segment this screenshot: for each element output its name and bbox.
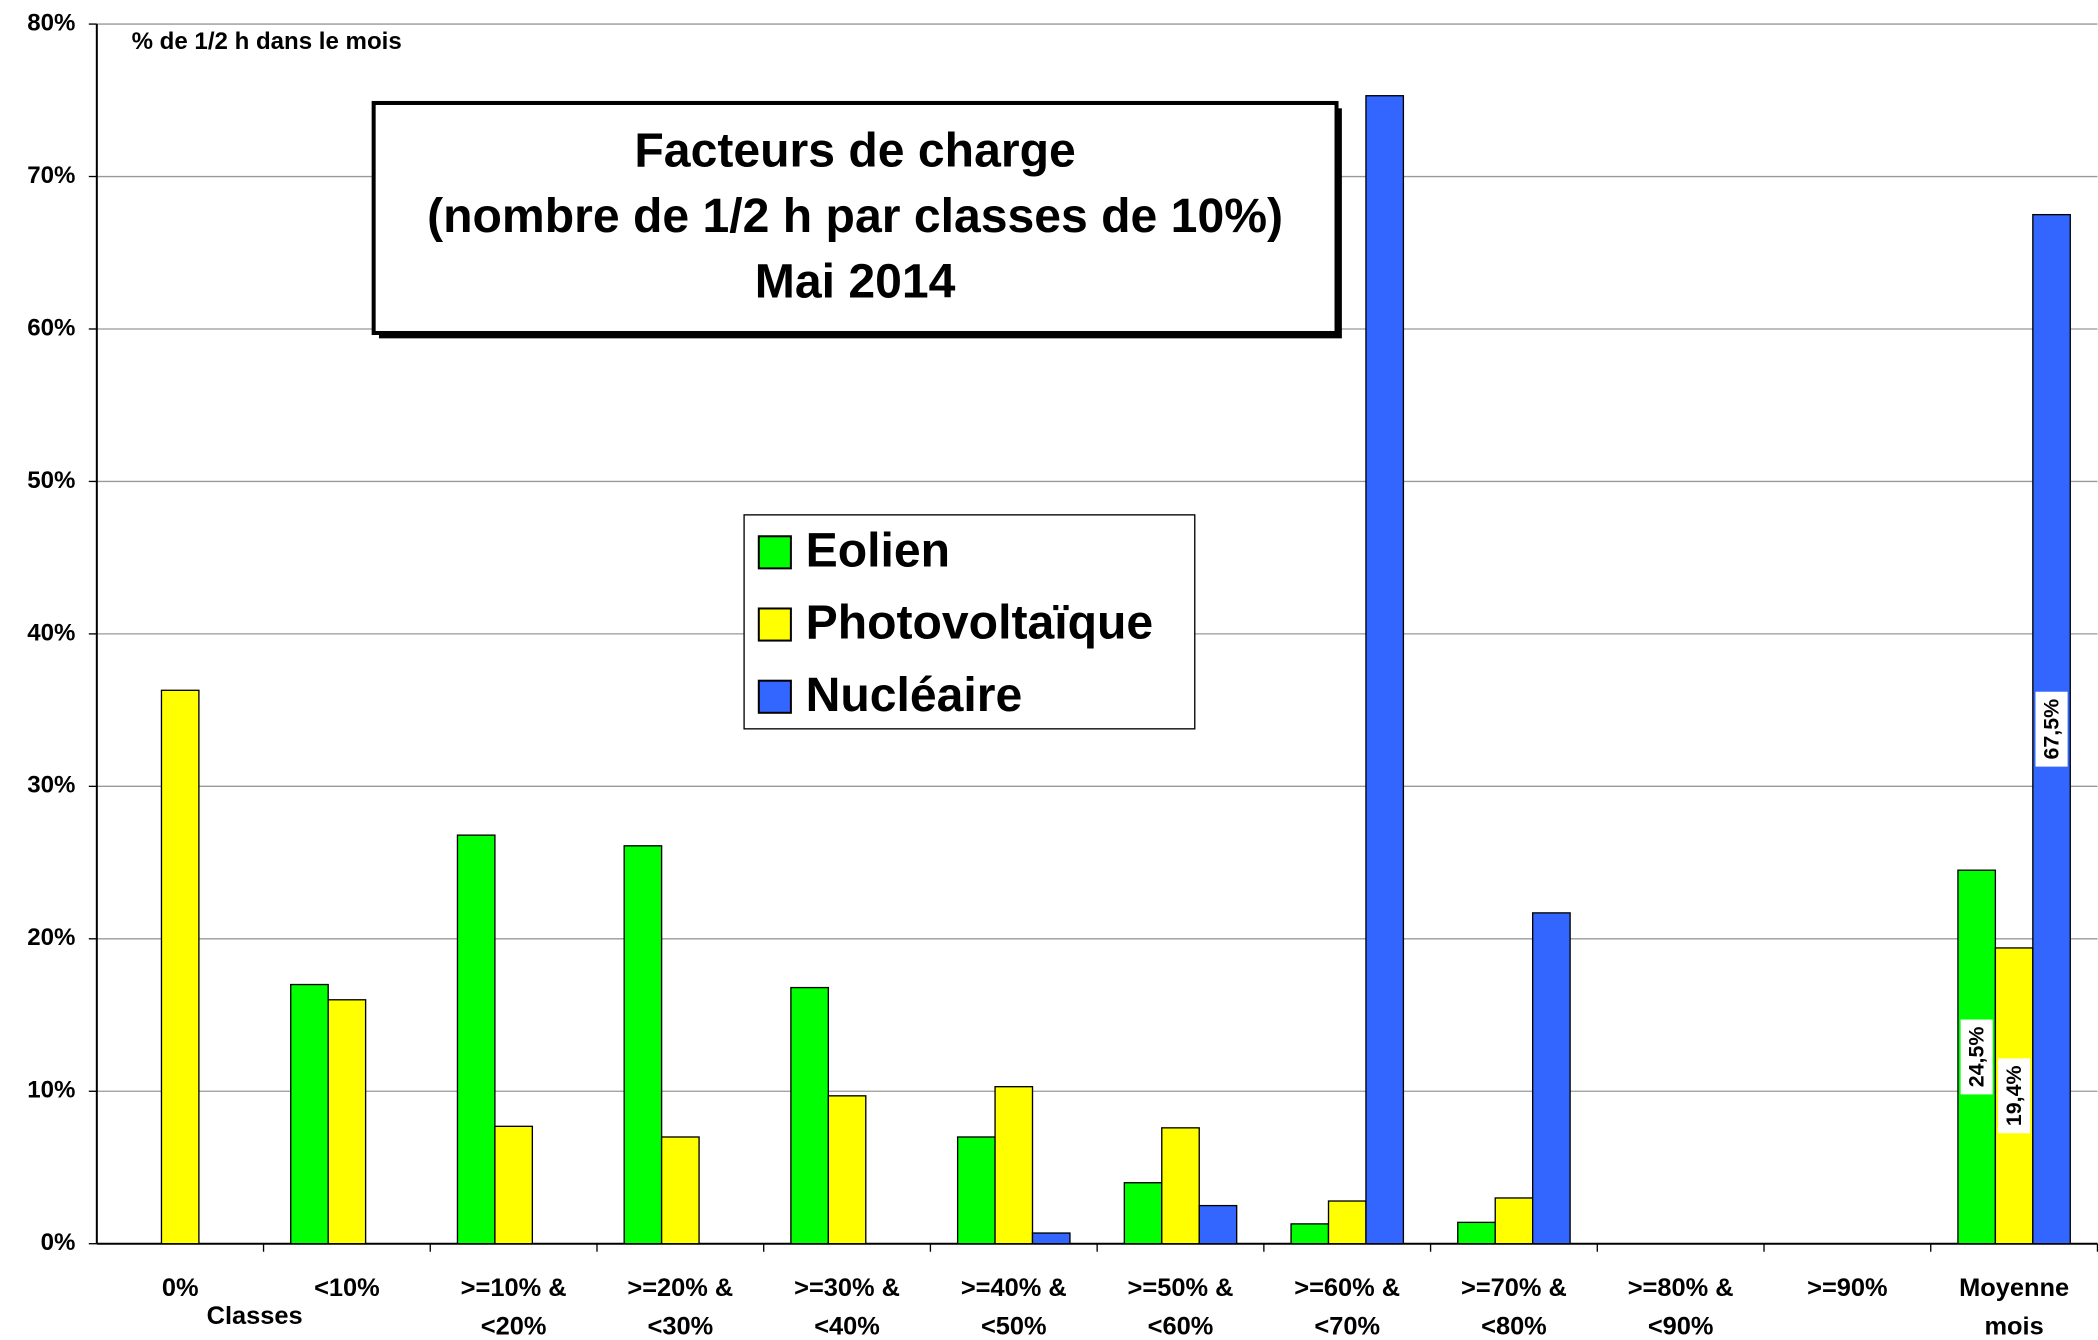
x-tick-label: <60% xyxy=(1148,1313,1214,1340)
x-tick-label: <30% xyxy=(648,1313,714,1340)
value-label-group: 19,4% xyxy=(1998,1058,2031,1134)
chart-title: (nombre de 1/2 h par classes de 10%) xyxy=(427,189,1283,243)
x-axis-label: Classes xyxy=(207,1302,303,1330)
x-tick-label: <50% xyxy=(981,1313,1047,1340)
bar xyxy=(494,1125,534,1245)
bar xyxy=(1161,1127,1200,1245)
x-tick-label: <90% xyxy=(1648,1313,1714,1340)
x-tick-label: >=60% & xyxy=(1294,1274,1400,1302)
bar xyxy=(1327,1200,1367,1245)
value-label-bg xyxy=(1960,1019,1993,1095)
y-tick-label: 60% xyxy=(27,314,75,341)
x-tick-label: >=50% & xyxy=(1128,1274,1234,1302)
x-tick-label: Moyenne xyxy=(1959,1274,2069,1302)
legend-label: Nucléaire xyxy=(806,668,1023,722)
y-tick-label: 0% xyxy=(41,1229,76,1256)
legend-box xyxy=(743,514,1196,730)
y-tick-label: 80% xyxy=(27,9,75,36)
y-tick-label: 40% xyxy=(27,619,75,646)
bar xyxy=(994,1086,1034,1245)
bar xyxy=(623,845,663,1245)
title-box xyxy=(371,100,1339,335)
x-tick-label: >=40% & xyxy=(961,1274,1067,1302)
y-tick-label: 30% xyxy=(27,772,75,799)
bar xyxy=(456,834,496,1245)
y-tick-label: 10% xyxy=(27,1077,75,1104)
x-tick-label: <70% xyxy=(1314,1313,1380,1340)
bar xyxy=(1290,1223,1330,1245)
value-label-group: 24,5% xyxy=(1960,1019,1993,1095)
value-label-group: 67,5% xyxy=(2035,691,2068,767)
legend-swatch xyxy=(757,535,792,570)
y-tick-label: 50% xyxy=(27,467,75,494)
bar xyxy=(1198,1204,1238,1245)
y-tick-label: 70% xyxy=(27,162,75,189)
bar xyxy=(827,1095,867,1245)
bar xyxy=(1531,912,1571,1245)
value-label: 24,5% xyxy=(1965,1027,1989,1088)
x-tick-label: >=30% & xyxy=(794,1274,900,1302)
bar xyxy=(660,1136,700,1245)
chart-title: Facteurs de charge xyxy=(634,124,1075,178)
x-tick-label: <80% xyxy=(1481,1313,1547,1340)
legend-label: Photovoltaïque xyxy=(806,596,1154,650)
x-tick-label: <40% xyxy=(814,1313,880,1340)
x-tick-label: mois xyxy=(1984,1313,2043,1340)
bar xyxy=(1494,1197,1534,1245)
value-label-bg xyxy=(1998,1058,2031,1134)
legend-swatch xyxy=(757,607,792,642)
value-label: 19,4% xyxy=(2002,1066,2026,1127)
x-tick-label: 0% xyxy=(162,1274,199,1302)
x-tick-label: <10% xyxy=(314,1274,380,1302)
bar xyxy=(790,986,830,1245)
bar xyxy=(327,999,367,1245)
x-tick-label: >=90% xyxy=(1807,1274,1887,1302)
bar xyxy=(1123,1182,1163,1245)
bar xyxy=(1365,95,1405,1245)
x-tick-label: <20% xyxy=(481,1313,547,1340)
x-tick-label: >=80% & xyxy=(1628,1274,1734,1302)
legend-label: Eolien xyxy=(806,523,950,577)
bar xyxy=(956,1136,996,1245)
bar xyxy=(1031,1232,1071,1245)
bar xyxy=(290,983,329,1245)
x-tick-label: >=70% & xyxy=(1461,1274,1567,1302)
chart-title: Mai 2014 xyxy=(755,255,956,309)
y-axis-label: % de 1/2 h dans le mois xyxy=(132,28,402,55)
value-label-bg xyxy=(2035,691,2068,767)
legend-swatch xyxy=(757,679,792,714)
bar xyxy=(160,689,200,1245)
value-label: 67,5% xyxy=(2040,699,2064,760)
bar xyxy=(1457,1221,1496,1245)
x-tick-label: >=20% & xyxy=(627,1274,733,1302)
y-tick-label: 20% xyxy=(27,924,75,951)
x-tick-label: >=10% & xyxy=(461,1274,567,1302)
